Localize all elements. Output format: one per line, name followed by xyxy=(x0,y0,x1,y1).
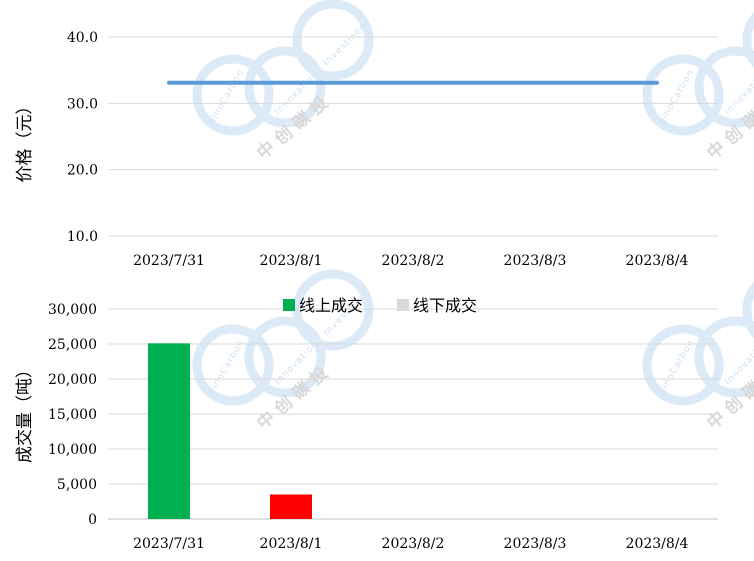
volume-y-tick: 15,000 xyxy=(48,407,97,423)
volume-x-tick: 2023/8/4 xyxy=(626,536,689,552)
watermark-layer: SinoCarbon Innovation · Investment中创碳投Sin… xyxy=(192,0,754,434)
volume-x-tick: 2023/8/3 xyxy=(504,536,567,552)
volume-y-tick: 20,000 xyxy=(48,372,97,388)
price-x-tick: 2023/8/2 xyxy=(382,253,445,269)
price-y-tick: 20.0 xyxy=(67,163,98,179)
watermark-ring xyxy=(244,46,326,128)
price-y-label: 价格（元） xyxy=(15,98,35,183)
legend-swatch xyxy=(397,299,409,311)
watermark-brand: SinoCarbon xyxy=(657,68,697,127)
price-y-tick: 30.0 xyxy=(67,96,98,112)
legend-label: 线上成交 xyxy=(299,296,363,315)
watermark-ring xyxy=(642,324,724,406)
volume-y-label: 成交量（吨） xyxy=(15,361,35,463)
legend-label: 线下成交 xyxy=(413,296,477,315)
watermark-ring xyxy=(742,11,754,69)
price-y-tick: 40.0 xyxy=(67,30,98,46)
watermark-brand: SinoCarbon xyxy=(657,338,697,397)
watermark-ring xyxy=(192,54,274,136)
watermark-ring xyxy=(292,0,374,81)
watermark-ring xyxy=(244,316,326,398)
volume-y-tick: 10,000 xyxy=(48,442,97,458)
watermark-ring xyxy=(694,46,754,128)
volume-bar xyxy=(148,343,190,519)
watermark-brand: SinoCarbon xyxy=(207,68,247,127)
volume-x-tick: 2023/8/2 xyxy=(382,536,445,552)
price-x-tick: 2023/8/1 xyxy=(260,253,323,269)
volume-legend: 线上成交 线下成交 xyxy=(283,296,477,315)
legend-swatch xyxy=(283,299,295,311)
watermark-ring xyxy=(642,54,724,136)
volume-y-tick: 5,000 xyxy=(57,477,97,493)
watermark-ring xyxy=(742,281,754,339)
price-x-tick: 2023/8/4 xyxy=(626,253,689,269)
volume-bar xyxy=(270,494,312,519)
watermark-ring xyxy=(192,324,274,406)
volume-x-tick: 2023/7/31 xyxy=(133,536,205,552)
price-x-tick: 2023/8/3 xyxy=(504,253,567,269)
price-line-chart: 10.0 20.0 30.0 40.0 2023/7/31 2023/8/1 2023/8/… xyxy=(15,30,718,269)
price-y-tick: 10.0 xyxy=(67,229,98,245)
volume-bar-chart: 0 5,000 10,000 15,000 20,000 25,000 30,000 2023… xyxy=(15,296,718,552)
watermark-brand: SinoCarbon xyxy=(207,338,247,397)
watermark-ring xyxy=(694,316,754,398)
price-x-tick: 2023/7/31 xyxy=(133,253,205,269)
volume-y-tick: 0 xyxy=(88,512,97,528)
volume-x-tick: 2023/8/1 xyxy=(260,536,323,552)
volume-y-tick: 25,000 xyxy=(48,337,97,353)
volume-y-tick: 30,000 xyxy=(48,302,97,318)
watermark-ring xyxy=(292,269,374,351)
